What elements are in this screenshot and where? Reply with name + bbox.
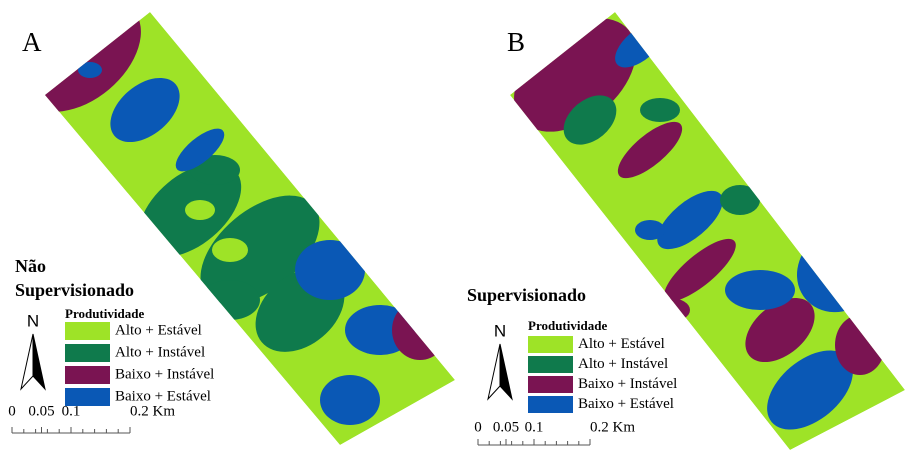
zone (640, 98, 680, 122)
zone (320, 375, 380, 425)
zone (725, 270, 795, 310)
legend-label: Alto + Estável (115, 322, 202, 338)
scale-label: 0.1 (62, 403, 81, 419)
figure: ANãoSupervisionadoNProdutividadeAlto + E… (0, 0, 909, 454)
legend-label: Baixo + Instável (578, 376, 677, 392)
scale-label: 0.05 (493, 419, 519, 435)
map-title: Supervisionado (467, 285, 586, 305)
zone (78, 62, 102, 78)
north-arrow (21, 334, 33, 389)
legend-swatch (65, 322, 110, 340)
map-title: Supervisionado (15, 280, 134, 300)
north-arrow (33, 334, 45, 389)
legend-title: Produtividade (528, 318, 607, 333)
north-label: N (27, 311, 39, 330)
zone (635, 220, 665, 240)
scale-label: 0.2 Km (130, 403, 175, 419)
zone (295, 240, 365, 300)
legend-swatch (528, 336, 573, 353)
panel-label: A (22, 27, 42, 57)
scale-label: 0 (474, 419, 482, 435)
map-title: Não (15, 256, 46, 276)
legend-swatch (528, 396, 573, 413)
north-label: N (494, 321, 506, 340)
legend-label: Alto + Instável (115, 344, 205, 360)
scale-label: 0.2 Km (590, 419, 635, 435)
zone (720, 185, 760, 215)
zone (212, 238, 248, 262)
zone (392, 300, 448, 360)
legend-swatch (528, 356, 573, 373)
zone (200, 280, 260, 320)
scale-label: 0.1 (525, 419, 544, 435)
legend-swatch (528, 376, 573, 393)
scale-label: 0.05 (28, 403, 54, 419)
legend-swatch (65, 366, 110, 384)
legend-title: Produtividade (65, 306, 144, 321)
zone (835, 315, 885, 375)
scale-label: 0 (8, 403, 16, 419)
legend-label: Baixo + Estável (578, 396, 674, 412)
legend-swatch (65, 344, 110, 362)
panel-label: B (507, 27, 525, 57)
north-arrow (500, 344, 512, 399)
legend-label: Alto + Estável (578, 336, 665, 352)
legend-label: Baixo + Instável (115, 366, 214, 382)
zone (650, 298, 690, 322)
north-arrow (488, 344, 500, 399)
legend-label: Baixo + Estável (115, 388, 211, 404)
legend-label: Alto + Instável (578, 356, 668, 372)
zone (185, 200, 215, 220)
